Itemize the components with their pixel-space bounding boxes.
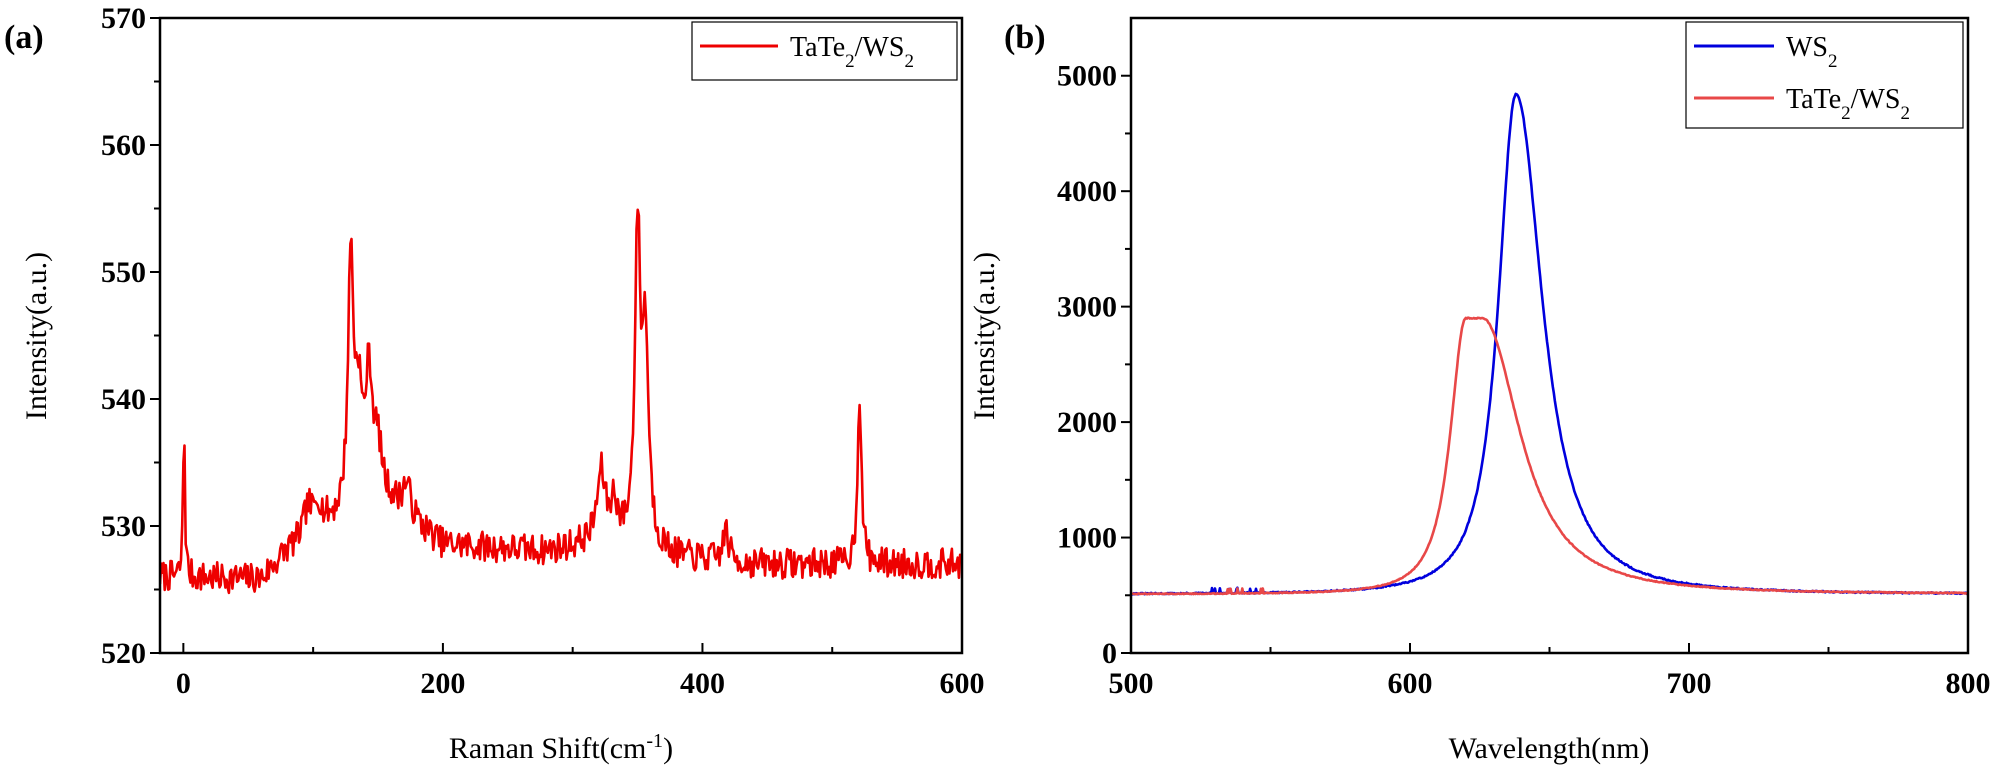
chart-b-frame — [1129, 16, 1970, 655]
chart-a-ytick-label: 530 — [101, 510, 146, 543]
chart-a-legend-label: TaTe2/WS2 — [790, 32, 914, 72]
chart-b-ticks — [1121, 74, 1969, 654]
chart-b-legend-label-ws2: WS2 — [1786, 32, 1838, 72]
chart-b-ytick-label: 0 — [1102, 637, 1117, 670]
chart-a-tick-labels: 0 200 400 600 520 530 540 550 560 570 — [101, 2, 985, 700]
chart-a-xtick-label: 0 — [176, 667, 191, 700]
chart-a-xtick-label: 200 — [420, 667, 465, 700]
chart-a-series-tate2-ws2 — [160, 208, 962, 595]
chart-b-ytick-label: 5000 — [1057, 60, 1117, 93]
chart-b-y-label: Intensity(a.u.) — [968, 252, 1001, 420]
panel-label-a: (a) — [4, 19, 44, 56]
chart-a-ytick-label: 550 — [101, 256, 146, 289]
chart-a-ytick-label: 560 — [101, 129, 146, 162]
chart-b: (b) 500 600 700 800 0 1000 2000 3000 4000 5000 In… — [968, 16, 1991, 765]
chart-a: (a) 0 200 400 600 520 530 540 550 560 570 Intensi… — [4, 2, 985, 765]
chart-a-ytick-label: 570 — [101, 2, 146, 35]
chart-b-legend: WS2 TaTe2/WS2 — [1685, 21, 1964, 129]
chart-a-ytick-label: 540 — [101, 383, 146, 416]
chart-a-xtick-label: 400 — [680, 667, 725, 700]
panel-label-b: (b) — [1004, 19, 1046, 56]
chart-a-x-label: Raman Shift(cm-1) — [449, 730, 673, 765]
chart-a-frame — [158, 16, 964, 655]
chart-a-y-label: Intensity(a.u.) — [20, 252, 53, 420]
chart-b-ytick-label: 3000 — [1057, 291, 1117, 324]
chart-b-ytick-label: 1000 — [1057, 522, 1117, 555]
chart-a-legend-box — [691, 21, 958, 81]
chart-a-legend: TaTe2/WS2 — [691, 21, 958, 81]
chart-b-xtick-label: 600 — [1388, 667, 1433, 700]
chart-a-ytick-label: 520 — [101, 637, 146, 670]
chart-b-legend-box — [1685, 21, 1964, 129]
chart-b-xtick-label: 800 — [1946, 667, 1991, 700]
chart-a-xtick-label: 600 — [940, 667, 985, 700]
chart-b-x-label: Wavelength(nm) — [1449, 732, 1650, 765]
chart-b-legend-label-tate2-ws2: TaTe2/WS2 — [1786, 84, 1910, 124]
chart-b-ytick-label: 2000 — [1057, 406, 1117, 439]
chart-b-xtick-label: 700 — [1667, 667, 1712, 700]
chart-b-ytick-label: 4000 — [1057, 175, 1117, 208]
chart-b-tick-labels: 500 600 700 800 0 1000 2000 3000 4000 5000 — [1057, 60, 1991, 700]
chart-b-series-ws2 — [1131, 92, 1968, 596]
chart-b-xtick-label: 500 — [1109, 667, 1154, 700]
chart-b-series-tate2-ws2 — [1131, 316, 1968, 596]
